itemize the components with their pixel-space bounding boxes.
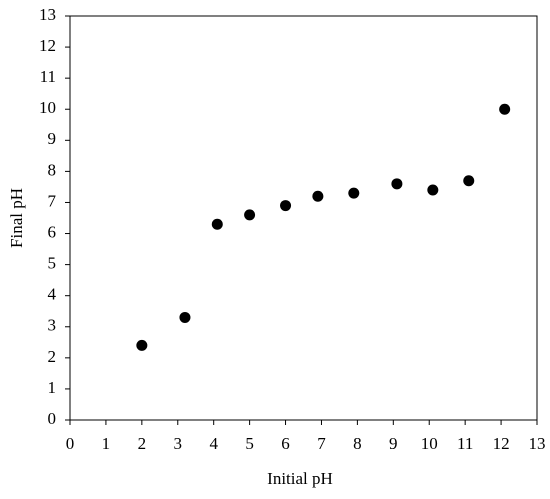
y-tick-label: 11 bbox=[40, 67, 56, 86]
y-tick-label: 9 bbox=[48, 129, 57, 148]
y-tick-label: 2 bbox=[48, 347, 57, 366]
x-tick-label: 8 bbox=[353, 434, 362, 453]
x-tick-label: 4 bbox=[209, 434, 218, 453]
x-tick-label: 10 bbox=[421, 434, 438, 453]
x-tick-label: 6 bbox=[281, 434, 290, 453]
point bbox=[211, 218, 223, 230]
x-tick-label: 9 bbox=[389, 434, 398, 453]
y-tick-label: 5 bbox=[48, 254, 57, 273]
point bbox=[427, 184, 439, 196]
y-tick-label: 12 bbox=[39, 36, 56, 55]
point bbox=[179, 311, 191, 323]
point bbox=[312, 190, 324, 202]
x-tick-label: 13 bbox=[529, 434, 546, 453]
x-tick-label: 0 bbox=[66, 434, 75, 453]
y-tick-label: 8 bbox=[48, 160, 57, 179]
y-tick-label: 4 bbox=[48, 285, 57, 304]
x-tick-label: 12 bbox=[493, 434, 510, 453]
y-tick-label: 0 bbox=[48, 409, 57, 428]
x-tick-label: 2 bbox=[138, 434, 147, 453]
x-tick-label: 11 bbox=[457, 434, 473, 453]
y-tick-label: 3 bbox=[48, 316, 57, 335]
point bbox=[391, 178, 403, 190]
point bbox=[136, 339, 148, 351]
point bbox=[499, 103, 511, 115]
plot-frame bbox=[69, 15, 538, 421]
x-tick-label: 1 bbox=[102, 434, 111, 453]
point bbox=[348, 187, 360, 199]
x-axis-label: Initial pH bbox=[267, 469, 333, 488]
point bbox=[280, 200, 292, 212]
y-tick-label: 7 bbox=[48, 191, 57, 210]
x-tick-label: 3 bbox=[174, 434, 183, 453]
y-tick-label: 1 bbox=[48, 378, 57, 397]
y-tick-label: 10 bbox=[39, 98, 56, 117]
y-axis-label: Final pH bbox=[7, 188, 26, 248]
point bbox=[463, 175, 475, 187]
x-tick-label: 7 bbox=[317, 434, 326, 453]
y-tick-label: 13 bbox=[39, 5, 56, 24]
x-tick-label: 5 bbox=[245, 434, 254, 453]
y-tick-label: 6 bbox=[48, 222, 57, 241]
point bbox=[244, 209, 256, 221]
